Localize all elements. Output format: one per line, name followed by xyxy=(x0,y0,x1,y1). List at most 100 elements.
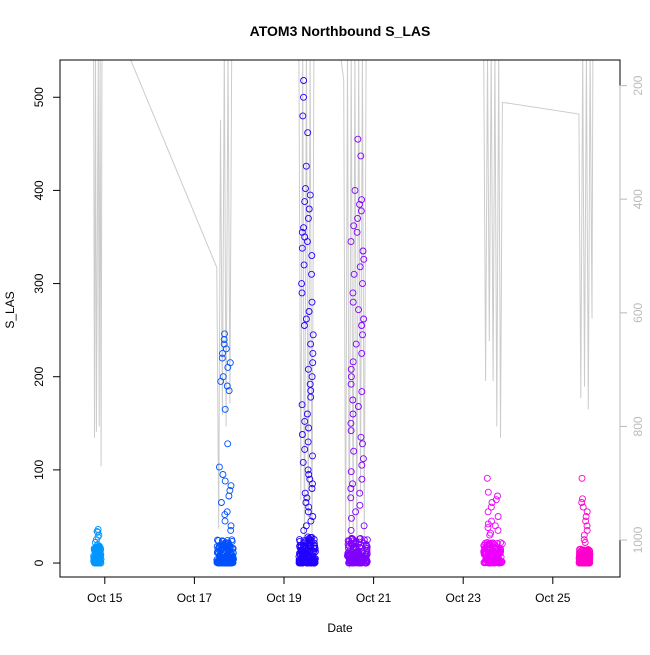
data-point xyxy=(309,349,317,357)
data-point xyxy=(488,499,496,506)
scatter-points-layer xyxy=(90,77,594,567)
data-point xyxy=(487,503,495,511)
data-point xyxy=(347,468,355,476)
data-point xyxy=(582,513,590,520)
data-point xyxy=(221,477,229,485)
point-cluster xyxy=(90,526,105,567)
data-point xyxy=(309,359,317,367)
data-point xyxy=(302,185,309,193)
data-point xyxy=(584,559,592,567)
data-point xyxy=(356,501,364,509)
data-point xyxy=(359,440,366,448)
data-point xyxy=(306,380,314,388)
data-point xyxy=(228,536,236,544)
y-tick-label: 300 xyxy=(32,273,46,293)
data-point xyxy=(225,558,233,566)
data-point xyxy=(494,526,502,534)
point-cluster xyxy=(575,474,594,567)
data-point xyxy=(583,522,591,530)
y-axis: 0 100 200 300 400 500 xyxy=(32,87,61,566)
data-point xyxy=(356,559,364,567)
data-point xyxy=(358,388,366,396)
data-point xyxy=(349,298,357,306)
data-point xyxy=(218,540,226,548)
data-point xyxy=(221,511,229,519)
data-point xyxy=(304,365,312,373)
data-point xyxy=(347,365,355,373)
data-point xyxy=(356,489,364,497)
data-point xyxy=(297,543,305,551)
data-point xyxy=(221,405,229,413)
data-point xyxy=(305,308,313,315)
data-point xyxy=(349,537,357,545)
data-point xyxy=(301,489,309,497)
x-tick-label: Oct 15 xyxy=(87,591,123,605)
data-point xyxy=(358,461,366,469)
data-point xyxy=(346,551,354,559)
data-point xyxy=(299,547,307,555)
data-point xyxy=(307,340,315,348)
x-tick-label: Oct 19 xyxy=(266,591,302,605)
data-point xyxy=(305,555,313,563)
data-point xyxy=(354,214,362,222)
data-point xyxy=(94,559,102,567)
data-point xyxy=(221,517,229,525)
data-point xyxy=(93,552,101,560)
data-point xyxy=(357,207,365,215)
data-point xyxy=(309,513,317,520)
data-point xyxy=(308,270,315,278)
data-point xyxy=(484,524,492,532)
data-point xyxy=(349,396,357,404)
data-point xyxy=(300,224,308,232)
data-point xyxy=(578,474,586,482)
y-tick-label: 200 xyxy=(32,366,46,386)
plot-frame xyxy=(59,59,621,578)
y2-tick-label: 200 xyxy=(631,75,645,95)
data-point xyxy=(300,322,308,329)
data-point xyxy=(347,238,355,246)
data-point xyxy=(303,238,311,246)
data-point xyxy=(304,438,312,446)
data-point xyxy=(307,517,315,525)
data-point xyxy=(92,549,99,557)
data-point xyxy=(302,162,310,170)
data-point xyxy=(215,549,223,557)
data-point xyxy=(307,387,315,395)
data-point xyxy=(346,547,354,555)
data-point xyxy=(302,315,310,323)
data-point xyxy=(480,542,488,550)
data-point xyxy=(354,403,362,410)
data-point xyxy=(352,340,360,348)
data-point xyxy=(307,393,315,401)
data-point xyxy=(494,559,502,567)
data-point xyxy=(360,522,368,530)
data-point xyxy=(484,488,492,496)
y-tick-label: 100 xyxy=(32,460,46,480)
data-point xyxy=(359,455,367,463)
data-point xyxy=(583,508,591,516)
data-point xyxy=(225,387,233,395)
data-point xyxy=(354,548,362,556)
data-point xyxy=(585,550,593,558)
y-axis-label: S_LAS xyxy=(3,291,17,328)
data-point xyxy=(349,358,357,366)
data-point xyxy=(350,222,358,230)
data-point xyxy=(494,513,502,520)
x-axis-label: Date xyxy=(327,621,353,635)
data-point xyxy=(347,485,355,492)
data-point xyxy=(579,503,587,511)
data-point xyxy=(350,447,358,455)
data-point xyxy=(221,330,228,338)
data-point xyxy=(347,526,355,534)
data-point xyxy=(347,494,355,502)
data-point xyxy=(298,401,306,409)
data-point xyxy=(299,458,307,466)
data-point xyxy=(228,556,236,564)
data-point xyxy=(217,377,225,385)
data-point xyxy=(345,537,353,545)
secondary-y-axis: 200 400 600 800 1000 xyxy=(619,75,645,553)
data-point xyxy=(363,546,371,554)
data-point xyxy=(306,191,314,199)
